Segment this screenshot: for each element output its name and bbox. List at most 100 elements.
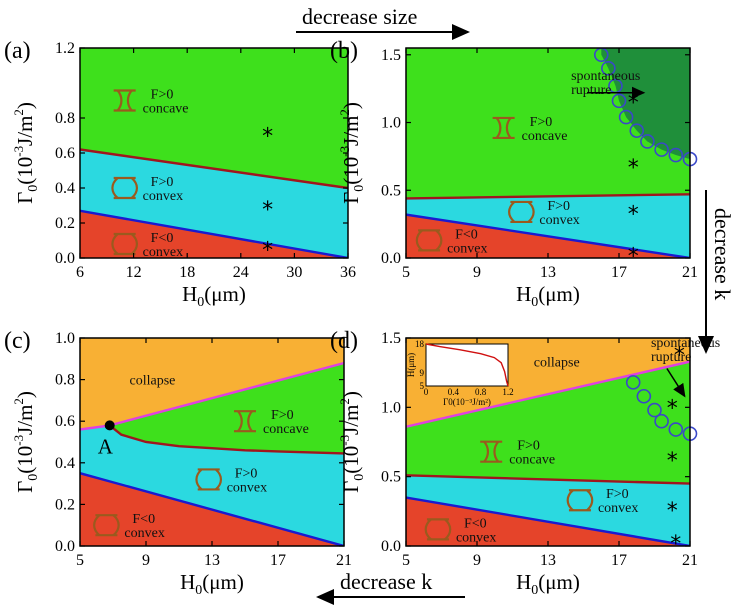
inset-x-tick: 0 <box>424 387 429 397</box>
star-marker: * <box>262 238 273 263</box>
x-tick-label: 17 <box>611 264 627 281</box>
rupture-marker <box>625 375 641 390</box>
x-tick-label: 36 <box>340 264 356 281</box>
convex-droplet-icon <box>566 489 594 512</box>
concave-droplet-icon <box>492 116 515 140</box>
region-label: F<0 convex <box>124 512 164 541</box>
inset-y-tick: 5 <box>420 381 425 391</box>
x-tick-label: 24 <box>233 264 249 281</box>
region-label: F<0 convex <box>143 231 183 260</box>
region-label: spontaneous rupture <box>651 336 720 365</box>
convex-droplet-icon <box>93 514 120 537</box>
y-tick-label: 0.8 <box>55 110 75 127</box>
x-tick-label: 13 <box>540 552 556 569</box>
y-tick-label: 0.4 <box>55 455 75 472</box>
convex-droplet-icon <box>415 229 443 252</box>
star-marker: * <box>667 499 678 524</box>
x-axis-label: H0(μm) <box>516 570 580 598</box>
y-tick-label: 1.5 <box>381 330 401 347</box>
x-axis-label: H0(μm) <box>516 282 580 310</box>
x-tick-label: 6 <box>76 264 84 281</box>
star-marker: * <box>628 244 639 269</box>
y-tick-label: 0.6 <box>55 145 75 162</box>
decrease-k-label-bottom: decrease k <box>340 569 432 594</box>
y-axis-label: Γ0(10-3J/m2) <box>337 391 367 493</box>
rupture-marker <box>668 422 684 437</box>
x-tick-label: 9 <box>142 552 150 569</box>
star-marker: * <box>628 91 639 116</box>
panel-label: (b) <box>330 38 358 64</box>
blue-boundary-line <box>80 472 344 546</box>
region-label: F>0 concave <box>509 439 555 468</box>
rupture-marker <box>640 134 655 149</box>
y-axis-label: Γ0(10-3J/m2) <box>11 102 41 204</box>
x-tick-label: 9 <box>473 552 481 569</box>
region-label: F<0 convex <box>447 227 487 256</box>
red-boundary-line <box>80 148 348 190</box>
panel-d: * * * * * F<0 convex F>0 convex F>0 concave collaps… <box>330 328 720 598</box>
y-tick-label: 0.5 <box>381 182 401 199</box>
convex-droplet-icon <box>508 200 535 224</box>
region-label: F>0 concave <box>263 408 309 437</box>
x-tick-label: 30 <box>286 264 302 281</box>
decrease-k-label-right: decrease k <box>710 208 735 300</box>
rupture-marker <box>618 109 634 125</box>
x-axis-label: H0(μm) <box>182 282 246 310</box>
y-tick-label: 1.0 <box>55 330 75 347</box>
convex-droplet-icon <box>424 518 452 541</box>
y-tick-label: 1.2 <box>55 40 75 57</box>
panel-label: (c) <box>4 328 31 354</box>
panel-label: (a) <box>4 38 31 64</box>
concave-droplet-icon <box>113 89 136 112</box>
y-tick-label: 1.0 <box>381 399 401 416</box>
region-label: F>0 concave <box>522 115 568 144</box>
y-tick-label: 1.0 <box>381 115 401 132</box>
rupture-marker <box>647 402 662 418</box>
x-tick-label: 5 <box>76 552 84 569</box>
panel-c: A F<0 convex F>0 convex F>0 concave collapse 0.0… <box>4 328 352 598</box>
point-a-marker <box>104 420 115 431</box>
inset-x-tick: 0.4 <box>448 387 460 397</box>
x-tick-label: 13 <box>204 552 220 569</box>
y-axis-label: Γ0(10-3J/m2) <box>337 102 367 204</box>
panel-label: (d) <box>330 328 358 354</box>
x-tick-label: 21 <box>336 552 352 569</box>
inset-x-label: Γ0(10⁻³J/m²) <box>443 397 491 407</box>
y-tick-label: 0.0 <box>381 250 401 267</box>
rupture-marker <box>601 61 616 76</box>
region-label: F>0 convex <box>143 175 183 204</box>
x-tick-label: 17 <box>611 552 627 569</box>
panel-b: * * * * F<0 convex F>0 convex F>0 concavespontane… <box>330 38 698 310</box>
x-tick-label: 5 <box>402 552 410 569</box>
y-tick-label: 0.2 <box>55 215 75 232</box>
x-tick-label: 5 <box>402 264 410 281</box>
blue-boundary-line <box>80 209 348 258</box>
y-tick-label: 0.0 <box>55 538 75 555</box>
y-tick-label: 0.0 <box>55 250 75 267</box>
point-a-label: A <box>98 434 114 458</box>
red-boundary-line <box>406 193 690 200</box>
x-tick-label: 9 <box>473 264 481 281</box>
convex-droplet-icon <box>195 468 223 491</box>
y-tick-label: 0.6 <box>55 413 75 430</box>
x-tick-label: 21 <box>682 552 698 569</box>
star-marker: * <box>667 396 678 421</box>
y-tick-label: 0.0 <box>381 538 401 555</box>
star-marker: * <box>667 449 678 474</box>
x-tick-label: 13 <box>540 264 556 281</box>
star-marker: * <box>628 202 639 227</box>
y-tick-label: 0.4 <box>55 180 75 197</box>
concave-droplet-icon <box>234 410 256 433</box>
inset-y-tick: 9 <box>420 368 425 378</box>
region-label: F<0 convex <box>456 516 496 545</box>
y-tick-label: 0.2 <box>55 496 75 513</box>
star-marker: * <box>670 532 681 557</box>
star-marker: * <box>262 125 273 150</box>
x-tick-label: 21 <box>682 264 698 281</box>
panel-a: * * * F<0 convex F>0 convex F>0 concave 0.0 0.2 0.4… <box>4 38 356 310</box>
inset-x-tick: 1.2 <box>502 387 513 397</box>
region-label: F>0 convex <box>539 199 579 228</box>
y-tick-label: 1.5 <box>381 47 401 64</box>
region-label: F>0 convex <box>227 466 267 495</box>
